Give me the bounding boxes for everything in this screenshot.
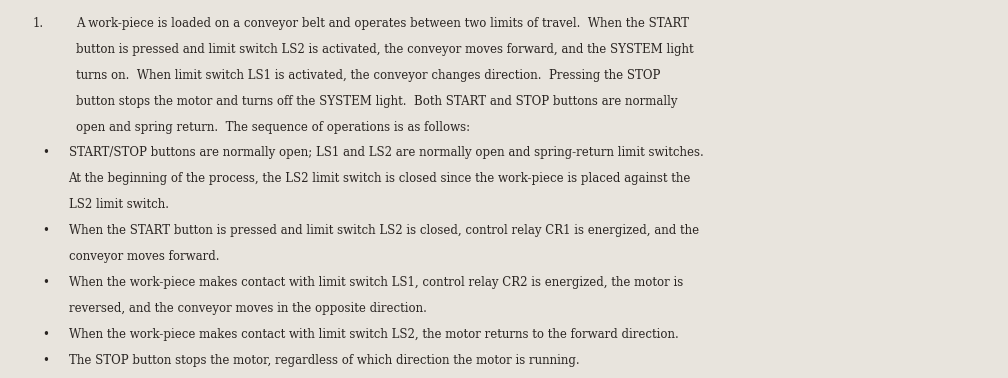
Text: The STOP button stops the motor, regardless of which direction the motor is runn: The STOP button stops the motor, regardl… [69,354,580,367]
Text: button is pressed and limit switch LS2 is activated, the conveyor moves forward,: button is pressed and limit switch LS2 i… [76,43,694,56]
Text: START/STOP buttons are normally open; LS1 and LS2 are normally open and spring-r: START/STOP buttons are normally open; LS… [69,147,704,160]
Text: When the work-piece makes contact with limit switch LS1, control relay CR2 is en: When the work-piece makes contact with l… [69,276,682,289]
Text: turns on.  When limit switch LS1 is activated, the conveyor changes direction.  : turns on. When limit switch LS1 is activ… [76,69,660,82]
Text: •: • [42,147,49,160]
Text: conveyor moves forward.: conveyor moves forward. [69,250,219,263]
Text: •: • [42,224,49,237]
Text: At the beginning of the process, the LS2 limit switch is closed since the work-p: At the beginning of the process, the LS2… [69,172,690,185]
Text: 1.: 1. [32,17,43,30]
Text: LS2 limit switch.: LS2 limit switch. [69,198,168,211]
Text: When the work-piece makes contact with limit switch LS2, the motor returns to th: When the work-piece makes contact with l… [69,328,678,341]
Text: reversed, and the conveyor moves in the opposite direction.: reversed, and the conveyor moves in the … [69,302,426,315]
Text: •: • [42,354,49,367]
Text: button stops the motor and turns off the SYSTEM light.  Both START and STOP butt: button stops the motor and turns off the… [76,95,677,108]
Text: When the START button is pressed and limit switch LS2 is closed, control relay C: When the START button is pressed and lim… [69,224,699,237]
Text: •: • [42,276,49,289]
Text: open and spring return.  The sequence of operations is as follows:: open and spring return. The sequence of … [76,121,470,133]
Text: •: • [42,328,49,341]
Text: A work-piece is loaded on a conveyor belt and operates between two limits of tra: A work-piece is loaded on a conveyor bel… [76,17,688,30]
